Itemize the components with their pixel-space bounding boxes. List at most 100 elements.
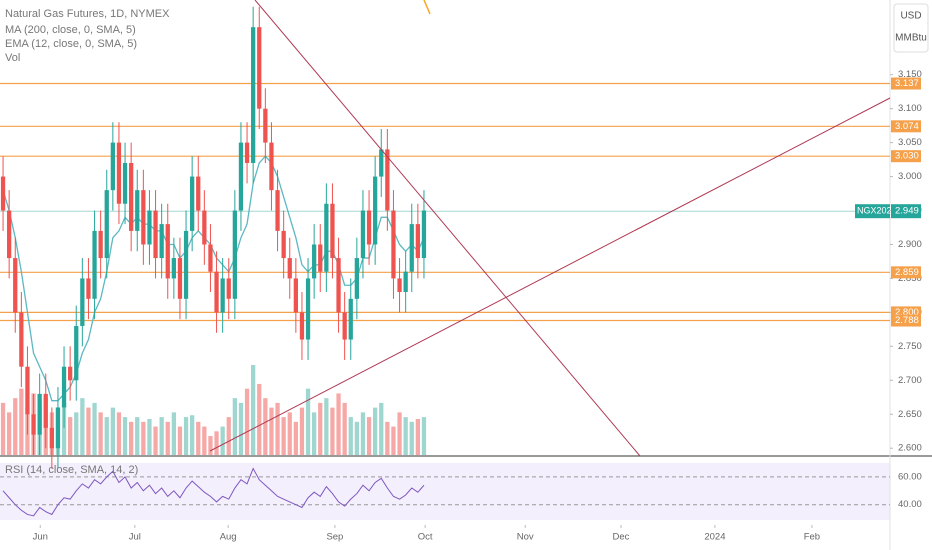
candle-body <box>61 366 67 408</box>
y-tick-label: 3.100 <box>898 103 922 114</box>
candle-body <box>147 210 152 245</box>
y-tick-label: 2.750 <box>898 341 922 352</box>
candle-body <box>0 176 6 211</box>
volume-bar <box>86 407 91 455</box>
price-name-tag <box>855 204 890 219</box>
candle-body <box>360 210 366 259</box>
y-tick-label: 2.900 <box>898 239 922 250</box>
candle-body <box>299 312 305 340</box>
volume-bar <box>116 412 122 455</box>
volume-bar <box>165 421 170 455</box>
candle-body <box>86 278 91 299</box>
volume-bar <box>171 412 176 455</box>
volume-bar <box>421 417 427 455</box>
candle-body <box>354 258 359 299</box>
volume-bar <box>232 398 237 455</box>
candle-body <box>74 325 79 381</box>
volume-bar <box>122 417 128 455</box>
volume-bar <box>257 383 262 455</box>
volume-bar <box>318 402 323 455</box>
candle-body <box>202 210 207 245</box>
price-tag <box>891 204 921 219</box>
candle-body <box>68 366 73 381</box>
y-tick-label: 2.600 <box>898 443 922 454</box>
candle-body <box>330 203 335 259</box>
volume-bar <box>177 426 183 455</box>
candle-body <box>220 278 225 313</box>
level-tag <box>891 266 921 279</box>
candle-body <box>312 244 317 279</box>
volume-bar <box>324 398 329 455</box>
rsi-tick-label: 60.00 <box>898 471 922 482</box>
candle-body <box>342 312 347 340</box>
level-label: 2.800 <box>895 307 919 318</box>
candle-body <box>403 271 408 293</box>
x-tick-label: Sep <box>326 532 343 543</box>
volume-bar <box>98 412 103 455</box>
candle-body <box>135 190 140 231</box>
x-tick-label: Nov <box>517 532 534 543</box>
level-tag <box>891 150 921 163</box>
y-tick-label: 3.050 <box>898 137 922 148</box>
price-name: NGX2023 <box>857 206 897 216</box>
candle-body <box>25 366 30 415</box>
volume-bar <box>61 402 67 455</box>
candle-body <box>269 142 274 191</box>
volume-bar <box>153 426 158 455</box>
volume-bar <box>342 402 347 455</box>
candle-body <box>391 210 396 279</box>
rsi-title: RSI (14, close, SMA, 14, 2) <box>5 464 138 476</box>
unit-box[interactable] <box>893 3 929 53</box>
volume-bar <box>287 412 292 455</box>
candle-body <box>80 278 85 326</box>
volume-bar <box>226 417 231 455</box>
volume-bar <box>397 412 402 455</box>
candle-body <box>7 210 12 259</box>
volume-bar <box>336 393 341 455</box>
y-tick-label: 3.150 <box>898 69 922 80</box>
volume-bar <box>385 421 390 455</box>
volume-bar <box>68 417 73 455</box>
volume-bar <box>220 426 225 455</box>
candle-body <box>171 258 176 279</box>
volume-bar <box>183 417 189 455</box>
volume-bar <box>110 407 115 455</box>
volume-bar <box>360 412 366 455</box>
volume-bar <box>293 421 298 455</box>
rsi-line <box>2 467 425 517</box>
volume-bar <box>190 415 195 455</box>
candle-body <box>92 230 97 299</box>
volume-bar <box>196 421 201 455</box>
candle-body <box>19 312 24 367</box>
candle-body <box>324 203 329 272</box>
indicator-label: Vol <box>5 52 20 64</box>
volume-bar <box>208 436 213 455</box>
candle-body <box>214 271 219 313</box>
indicator-label: MA (200, close, 0, SMA, 5) <box>5 24 136 36</box>
candle-body <box>287 258 292 279</box>
volume-bar <box>19 388 24 455</box>
candle-body <box>232 210 237 299</box>
level-tag <box>891 77 921 90</box>
volume-bar <box>80 398 85 455</box>
x-tick-label: Aug <box>220 532 237 543</box>
candle-body <box>275 190 280 231</box>
volume-bar <box>135 417 140 455</box>
volume-bar <box>299 407 305 455</box>
volume-bar <box>263 398 268 455</box>
candle-body <box>104 190 109 259</box>
ema-line <box>2 155 425 402</box>
candle-body <box>196 176 201 211</box>
rsi-background <box>0 463 890 520</box>
x-tick-label: 2024 <box>704 532 725 543</box>
candle-body <box>409 224 414 272</box>
level-label: 2.859 <box>895 267 919 278</box>
level-label: 3.137 <box>895 78 919 89</box>
candle-body <box>385 149 390 211</box>
volume-bar <box>13 398 18 455</box>
volume-bar <box>7 412 12 455</box>
x-tick-label: Jun <box>33 532 48 543</box>
volume-bar <box>275 402 280 455</box>
level-label: 3.030 <box>895 151 919 162</box>
